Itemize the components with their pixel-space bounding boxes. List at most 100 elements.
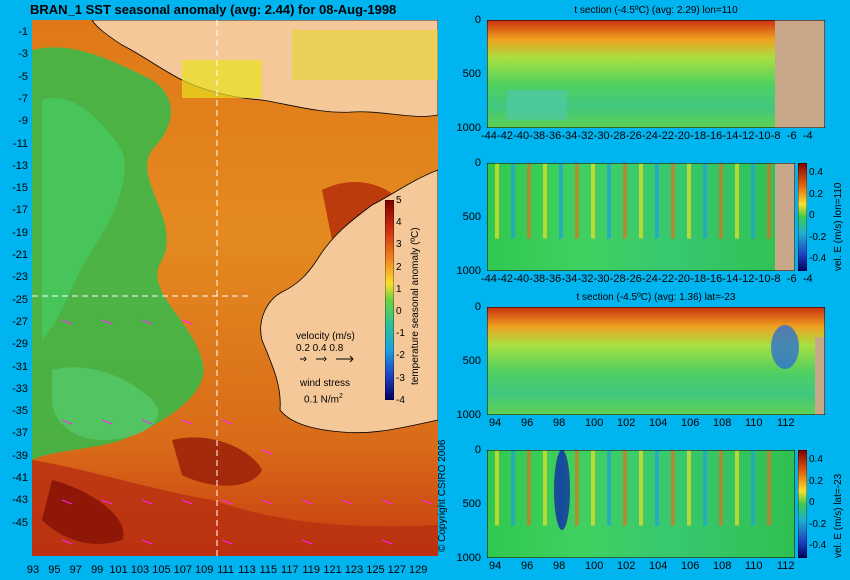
section-plot [487, 163, 795, 271]
section-x-tick-label: -34 [561, 130, 578, 142]
section-x-tick-label: -22 [658, 273, 674, 285]
map-colorbar [385, 200, 394, 400]
section-x-tick-label: 94 [489, 560, 502, 572]
lat-tick-label: -45 [12, 516, 28, 529]
section-x-tick-label: -10 [754, 130, 771, 142]
velocity-colorbar-tick: -0.2 [809, 518, 827, 530]
wind-stress-value: 0.1 N/m2 [304, 393, 343, 406]
velocity-colorbar-tick: 0.2 [809, 188, 823, 200]
lon-tick-label: 113 [238, 564, 256, 576]
section-x-tick-label: -14 [722, 130, 739, 142]
section-x-tick-label: -30 [593, 130, 610, 142]
section-x-tick-label: -26 [625, 273, 642, 285]
depth-tick-label: 1000 [456, 265, 481, 277]
lon-tick-label: 127 [387, 564, 406, 576]
section-x-tick-label: -12 [738, 130, 755, 142]
section-x-tick-label: -8 [770, 273, 781, 285]
velocity-colorbar [798, 450, 807, 558]
map-title: BRAN_1 SST seasonal anomaly (avg: 2.44) … [30, 2, 397, 17]
section-x-tick-label: 112 [777, 560, 795, 572]
lat-tick-label: -13 [12, 159, 28, 172]
depth-tick-label: 0 [474, 14, 481, 26]
section-x-tick-label: 112 [777, 417, 795, 429]
depth-tick-label: 0 [474, 157, 481, 169]
velocity-colorbar-tick: -0.4 [809, 540, 827, 552]
velocity-colorbar-tick: 0.4 [809, 454, 823, 465]
depth-tick-label: 1000 [456, 552, 481, 564]
depth-tick-label: 1000 [456, 409, 481, 421]
depth-tick-label: 500 [462, 211, 481, 223]
lon-tick-label: 109 [195, 564, 214, 576]
lon-tick-label: 117 [281, 564, 299, 576]
section-x-tick-label: -20 [674, 130, 691, 142]
velocity-legend-title: velocity (m/s) [296, 331, 355, 342]
lon-tick-label: 123 [344, 564, 364, 576]
section-x-tick-label: 110 [745, 417, 763, 429]
section-x-tick-label: -24 [641, 130, 658, 142]
velocity-arrows-icon [300, 355, 354, 363]
section-x-tick-label: -12 [738, 273, 755, 285]
lon-tick-label: 115 [259, 564, 278, 576]
section-x-tick-label: -18 [690, 130, 707, 142]
velocity-colorbar-tick: 0.2 [809, 475, 823, 487]
lat-tick-label: -35 [12, 405, 28, 418]
lat-tick-label: -25 [12, 293, 28, 306]
lat-tick-label: -37 [12, 427, 28, 440]
lat-tick-label: -9 [18, 115, 28, 128]
lat-tick-label: -33 [12, 382, 28, 395]
lon-tick-label: 99 [91, 564, 104, 576]
section-x-tick-label: -10 [754, 273, 771, 285]
sst-map [32, 20, 438, 556]
section-x-tick-label: -30 [593, 273, 610, 285]
lon-tick-label: 101 [109, 564, 128, 576]
colorbar-tick-label: 2 [396, 261, 402, 273]
section-x-tick-label: -6 [786, 130, 797, 142]
section-x-tick-label: -6 [786, 273, 797, 285]
lat-tick-label: -3 [18, 48, 28, 61]
lat-tick-label: -15 [12, 182, 28, 195]
lon-tick-label: 93 [26, 564, 40, 576]
lat-tick-label: -39 [12, 449, 28, 462]
velocity-colorbar-tick: 0.4 [809, 167, 823, 178]
section-x-tick-label: 100 [585, 417, 604, 429]
section-x-tick-label: 102 [617, 560, 636, 572]
section-x-tick-label: -44 [481, 130, 497, 142]
lon-tick-label: 111 [217, 564, 234, 576]
section-x-tick-label: -42 [497, 273, 513, 285]
section-title: t section (-4.5ºC) (avg: 1.36) lat=-23 [576, 292, 736, 303]
lon-tick-label: 97 [69, 564, 82, 576]
section-x-tick-label: -8 [770, 130, 781, 142]
section-x-tick-label: -40 [513, 273, 530, 285]
colorbar-label: temperature seasonal anomaly (ºC) [410, 227, 421, 385]
lon-tick-label: 105 [152, 564, 171, 576]
lat-tick-label: -11 [12, 137, 28, 150]
section-x-tick-label: -4 [802, 273, 813, 285]
section-x-tick-label: -36 [545, 273, 562, 285]
section-x-tick-label: -32 [577, 273, 594, 285]
lon-tick-label: 107 [173, 564, 192, 576]
section-x-tick-label: -28 [609, 273, 626, 285]
section-x-tick-label: 104 [649, 560, 668, 572]
lat-tick-label: -23 [12, 271, 28, 284]
section-plot [487, 450, 795, 558]
wind-stress-title: wind stress [300, 378, 351, 389]
section-x-tick-label: 108 [713, 560, 732, 572]
section-x-tick-label: -16 [706, 273, 723, 285]
section-x-tick-label: -16 [706, 130, 723, 142]
lon-tick-label: 103 [130, 564, 150, 576]
colorbar-tick-label: 3 [396, 239, 402, 251]
section-x-tick-label: 98 [553, 560, 566, 572]
lat-tick-label: -27 [12, 315, 28, 328]
section-x-tick-label: -42 [497, 130, 513, 142]
lon-tick-label: 121 [323, 564, 342, 576]
section-x-tick-label: 96 [521, 560, 534, 572]
depth-tick-label: 1000 [456, 122, 481, 134]
depth-tick-label: 500 [462, 68, 481, 80]
section-x-tick-label: -28 [609, 130, 626, 142]
lat-tick-label: -19 [12, 226, 28, 239]
velocity-colorbar-tick: 0 [809, 497, 815, 509]
section-x-tick-label: -22 [658, 130, 674, 142]
lat-tick-label: -43 [12, 494, 28, 507]
colorbar-tick-label: -2 [396, 350, 405, 362]
section-x-tick-label: 108 [713, 417, 732, 429]
